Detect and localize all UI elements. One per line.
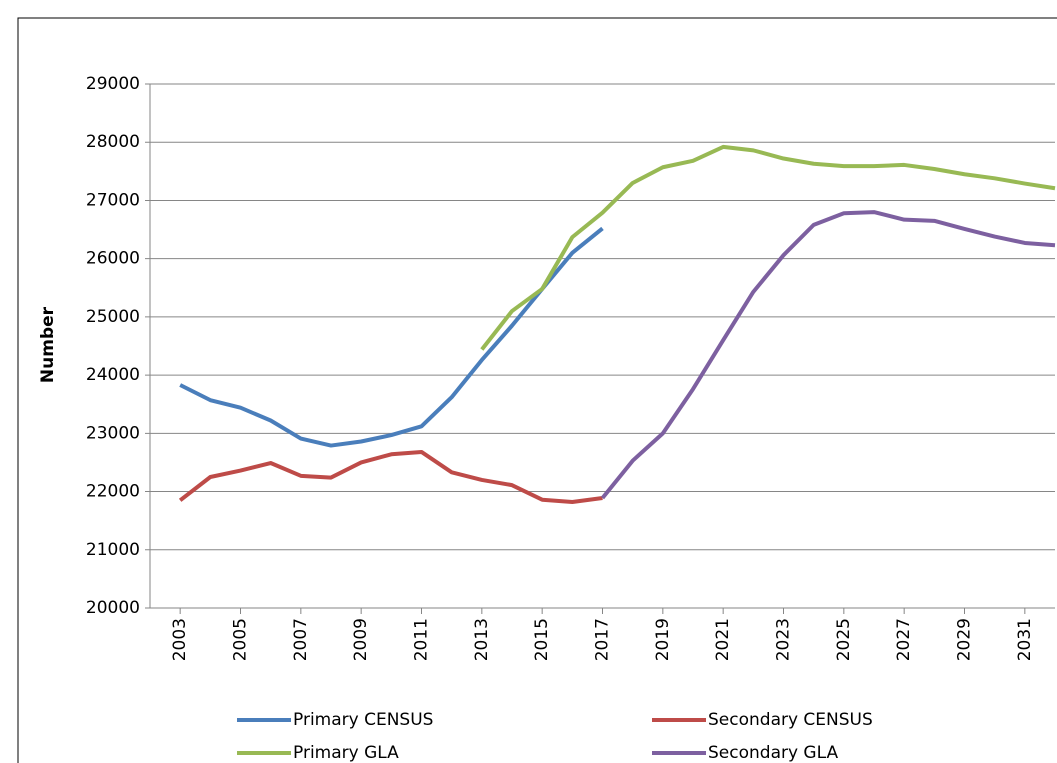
x-tick-label: 2025 xyxy=(834,618,854,661)
y-tick-label: 21000 xyxy=(86,540,140,560)
y-tick-label: 27000 xyxy=(86,190,140,210)
x-tick-label: 2013 xyxy=(472,618,492,661)
legend-label: Primary CENSUS xyxy=(293,710,433,730)
x-tick-label: 2031 xyxy=(1015,618,1035,661)
x-tick-label: 2029 xyxy=(955,618,975,661)
x-tick-label: 2007 xyxy=(291,618,311,661)
legend-label: Secondary GLA xyxy=(708,743,838,763)
x-tick-label: 2003 xyxy=(170,618,190,661)
x-tick-label: 2017 xyxy=(593,618,613,661)
legend-label: Primary GLA xyxy=(293,743,399,763)
x-tick-label: 2027 xyxy=(894,618,914,661)
y-tick-label: 25000 xyxy=(86,307,140,327)
y-tick-label: 24000 xyxy=(86,365,140,385)
series-line xyxy=(480,144,1056,351)
series-line xyxy=(178,449,603,505)
x-tick-label: 2015 xyxy=(532,618,552,661)
y-tick-label: 29000 xyxy=(86,74,140,94)
y-tick-label: 28000 xyxy=(86,132,140,152)
x-tick-label: 2009 xyxy=(351,618,371,661)
y-tick-label: 22000 xyxy=(86,482,140,502)
series-line xyxy=(600,210,1056,500)
legend-label: Secondary CENSUS xyxy=(708,710,873,730)
series-line xyxy=(179,226,604,448)
y-tick-label: 23000 xyxy=(86,423,140,443)
x-tick-label: 2011 xyxy=(412,618,432,661)
y-axis-label: Number xyxy=(38,306,58,383)
y-tick-label: 20000 xyxy=(86,598,140,618)
x-tick-label: 2023 xyxy=(774,618,794,661)
y-tick-label: 26000 xyxy=(86,249,140,269)
x-tick-label: 2005 xyxy=(231,618,251,661)
x-tick-label: 2021 xyxy=(713,618,733,661)
x-tick-label: 2019 xyxy=(653,618,673,661)
